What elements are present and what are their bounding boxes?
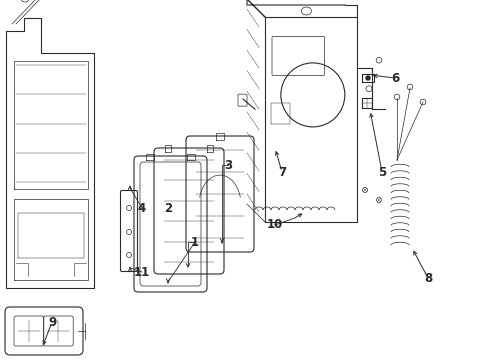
Text: 5: 5 <box>378 166 386 179</box>
Text: 7: 7 <box>278 166 286 179</box>
Text: 1: 1 <box>191 235 199 248</box>
Text: 3: 3 <box>224 158 232 171</box>
Text: 10: 10 <box>267 219 283 231</box>
Text: 2: 2 <box>164 202 172 215</box>
Circle shape <box>366 76 370 80</box>
Text: 11: 11 <box>134 266 150 279</box>
Text: 9: 9 <box>48 315 56 328</box>
Text: 8: 8 <box>424 271 432 284</box>
Text: 4: 4 <box>138 202 146 215</box>
Text: 6: 6 <box>391 72 399 85</box>
